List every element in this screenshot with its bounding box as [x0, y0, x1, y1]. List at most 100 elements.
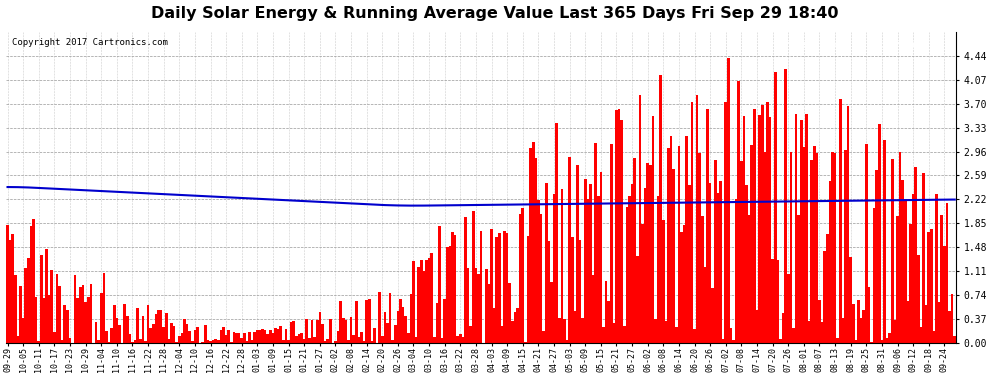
Bar [602, 327, 605, 343]
Bar [277, 330, 279, 343]
Bar [490, 229, 493, 343]
Bar [46, 249, 48, 343]
Bar [25, 268, 27, 343]
Bar [370, 341, 373, 343]
Bar [683, 225, 685, 343]
Bar [742, 116, 745, 343]
Bar [246, 341, 248, 343]
Bar [589, 184, 592, 343]
Bar [108, 342, 110, 343]
Bar [352, 334, 355, 343]
Bar [826, 234, 829, 343]
Bar [891, 159, 894, 343]
Bar [217, 340, 220, 343]
Bar [472, 210, 474, 343]
Bar [656, 196, 659, 343]
Bar [110, 328, 113, 343]
Bar [550, 282, 552, 343]
Bar [129, 334, 131, 343]
Text: Daily  ($): Daily ($) [870, 40, 929, 50]
Bar [888, 333, 891, 343]
Bar [230, 342, 233, 343]
Bar [151, 324, 154, 343]
Bar [904, 199, 907, 343]
Text: Copyright 2017 Cartronics.com: Copyright 2017 Cartronics.com [12, 38, 167, 47]
Bar [269, 330, 271, 343]
Bar [862, 310, 865, 343]
Bar [667, 148, 670, 343]
Bar [805, 114, 808, 343]
Bar [295, 336, 298, 343]
Bar [948, 311, 950, 343]
Bar [233, 332, 236, 343]
Bar [631, 184, 634, 343]
Bar [691, 102, 693, 343]
Bar [316, 321, 319, 343]
Bar [706, 109, 709, 343]
Bar [586, 199, 589, 343]
Bar [849, 257, 852, 343]
Bar [248, 332, 250, 343]
Bar [311, 320, 313, 343]
Bar [646, 162, 649, 343]
Bar [933, 331, 936, 343]
Bar [360, 332, 362, 343]
Bar [12, 234, 14, 343]
Bar [493, 308, 495, 343]
Bar [124, 304, 126, 343]
Bar [306, 320, 308, 343]
Bar [399, 300, 402, 343]
Bar [940, 215, 943, 343]
Bar [347, 340, 349, 343]
Bar [925, 305, 928, 343]
Bar [701, 216, 704, 343]
Bar [581, 318, 584, 343]
Bar [271, 333, 274, 343]
Text: Average  ($): Average ($) [767, 40, 838, 50]
Bar [365, 300, 368, 343]
Bar [9, 240, 12, 343]
Bar [258, 330, 261, 343]
Bar [292, 321, 295, 343]
Bar [930, 229, 933, 343]
Bar [714, 160, 717, 343]
Bar [464, 217, 467, 343]
Bar [771, 259, 774, 343]
Bar [928, 232, 930, 343]
Bar [675, 327, 677, 343]
Bar [821, 322, 824, 343]
Bar [547, 242, 550, 343]
Bar [852, 304, 854, 343]
Bar [909, 224, 912, 343]
Bar [945, 203, 948, 343]
Bar [453, 235, 456, 343]
Bar [846, 106, 849, 343]
Bar [538, 200, 540, 343]
Bar [345, 320, 347, 343]
Bar [329, 319, 332, 343]
Bar [261, 330, 264, 343]
Bar [134, 340, 137, 343]
Bar [886, 338, 888, 343]
Bar [501, 327, 503, 343]
Bar [397, 310, 399, 343]
Bar [610, 144, 613, 343]
Bar [423, 270, 425, 343]
Bar [461, 338, 464, 343]
Bar [594, 143, 597, 343]
Bar [644, 188, 646, 343]
Bar [87, 297, 89, 343]
Bar [485, 269, 488, 343]
Bar [878, 124, 881, 343]
Bar [319, 312, 321, 343]
Bar [63, 305, 66, 343]
Bar [394, 325, 397, 343]
Bar [639, 94, 642, 343]
Bar [14, 274, 17, 343]
Bar [649, 165, 651, 343]
Bar [175, 342, 178, 343]
Bar [902, 180, 904, 343]
Bar [758, 115, 761, 343]
Bar [662, 220, 664, 343]
Bar [544, 183, 547, 343]
